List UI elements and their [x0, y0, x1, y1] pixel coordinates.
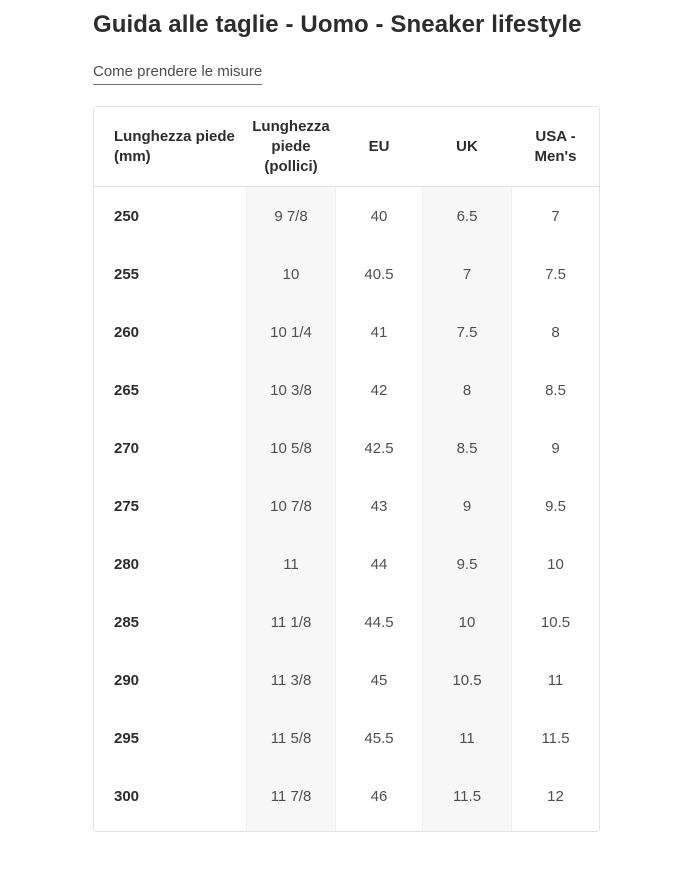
cell-eu: 45.5 — [364, 729, 394, 747]
cell-usa: 10 — [547, 555, 564, 573]
table-body: 250 9 7/8 40 6.5 7 255 10 40.5 7 7.5 260… — [94, 187, 599, 831]
table-header: Lunghezza piede (mm) Lunghezza piede (po… — [94, 107, 599, 187]
cell-inches: 10 3/8 — [246, 361, 336, 419]
cell-eu: 46 — [370, 787, 388, 805]
table-row: 260 10 1/4 41 7.5 8 — [94, 303, 599, 361]
cell-inches: 10 5/8 — [246, 419, 336, 477]
cell-inches: 11 1/8 — [246, 593, 336, 651]
cell-inches: 10 7/8 — [246, 477, 336, 535]
cell-uk: 11 — [422, 709, 512, 767]
size-conversion-table: Lunghezza piede (mm) Lunghezza piede (po… — [93, 106, 600, 832]
cell-inches: 9 7/8 — [246, 187, 336, 245]
cell-uk: 9 — [422, 477, 512, 535]
cell-mm: 255 — [114, 265, 140, 283]
header-usa-mens: USA - Men's — [512, 107, 599, 187]
table-row: 285 11 1/8 44.5 10 10.5 — [94, 593, 599, 651]
how-to-measure-link[interactable]: Come prendere le misure — [93, 63, 263, 85]
table-row: 290 11 3/8 45 10.5 11 — [94, 651, 599, 709]
header-eu: EU — [336, 107, 422, 187]
cell-uk: 9.5 — [422, 535, 512, 593]
table-header-row: Lunghezza piede (mm) Lunghezza piede (po… — [94, 107, 599, 187]
cell-usa: 9.5 — [545, 497, 566, 515]
cell-uk: 7.5 — [422, 303, 512, 361]
cell-eu: 40 — [370, 207, 388, 225]
cell-usa: 8 — [551, 323, 560, 341]
table-row: 280 11 44 9.5 10 — [94, 535, 599, 593]
cell-uk: 8 — [422, 361, 512, 419]
cell-inches: 10 — [246, 245, 336, 303]
table-row: 255 10 40.5 7 7.5 — [94, 245, 599, 303]
cell-mm: 295 — [114, 729, 140, 747]
cell-eu: 42.5 — [364, 439, 394, 457]
table-row: 250 9 7/8 40 6.5 7 — [94, 187, 599, 245]
cell-usa: 10.5 — [540, 613, 571, 631]
cell-eu: 45 — [370, 671, 388, 689]
table-row: 270 10 5/8 42.5 8.5 9 — [94, 419, 599, 477]
cell-usa: 11 — [547, 671, 564, 689]
cell-eu: 42 — [370, 381, 388, 399]
cell-inches: 11 7/8 — [246, 767, 336, 831]
cell-uk: 10.5 — [422, 651, 512, 709]
header-uk: UK — [422, 107, 512, 187]
header-length-mm: Lunghezza piede (mm) — [94, 107, 246, 187]
cell-mm: 275 — [114, 497, 140, 515]
cell-eu: 44.5 — [364, 613, 394, 631]
cell-uk: 6.5 — [422, 187, 512, 245]
header-length-inches: Lunghezza piede (pollici) — [246, 107, 336, 187]
cell-mm: 300 — [114, 787, 140, 805]
cell-usa: 9 — [551, 439, 560, 457]
table-row: 295 11 5/8 45.5 11 11.5 — [94, 709, 599, 767]
cell-inches: 11 5/8 — [246, 709, 336, 767]
cell-usa: 11.5 — [541, 729, 570, 747]
cell-eu: 40.5 — [364, 265, 394, 283]
cell-eu: 41 — [370, 323, 388, 341]
cell-inches: 10 1/4 — [246, 303, 336, 361]
cell-mm: 265 — [114, 381, 140, 399]
cell-inches: 11 3/8 — [246, 651, 336, 709]
cell-eu: 44 — [370, 555, 388, 573]
cell-uk: 11.5 — [422, 767, 512, 831]
measure-link-container: Come prendere le misure — [93, 63, 700, 85]
page-title: Guida alle taglie - Uomo - Sneaker lifes… — [93, 11, 582, 38]
cell-eu: 43 — [370, 497, 388, 515]
cell-mm: 250 — [114, 207, 140, 225]
cell-mm: 280 — [114, 555, 140, 573]
cell-mm: 290 — [114, 671, 140, 689]
cell-usa: 7 — [551, 207, 560, 225]
table-row: 300 11 7/8 46 11.5 12 — [94, 767, 599, 831]
cell-mm: 285 — [114, 613, 140, 631]
cell-usa: 8.5 — [545, 381, 566, 399]
table-row: 275 10 7/8 43 9 9.5 — [94, 477, 599, 535]
cell-uk: 8.5 — [422, 419, 512, 477]
cell-inches: 11 — [246, 535, 336, 593]
cell-uk: 7 — [422, 245, 512, 303]
cell-mm: 260 — [114, 323, 140, 341]
cell-uk: 10 — [422, 593, 512, 651]
cell-usa: 7.5 — [545, 265, 566, 283]
table-row: 265 10 3/8 42 8 8.5 — [94, 361, 599, 419]
cell-mm: 270 — [114, 439, 140, 457]
cell-usa: 12 — [547, 787, 564, 805]
